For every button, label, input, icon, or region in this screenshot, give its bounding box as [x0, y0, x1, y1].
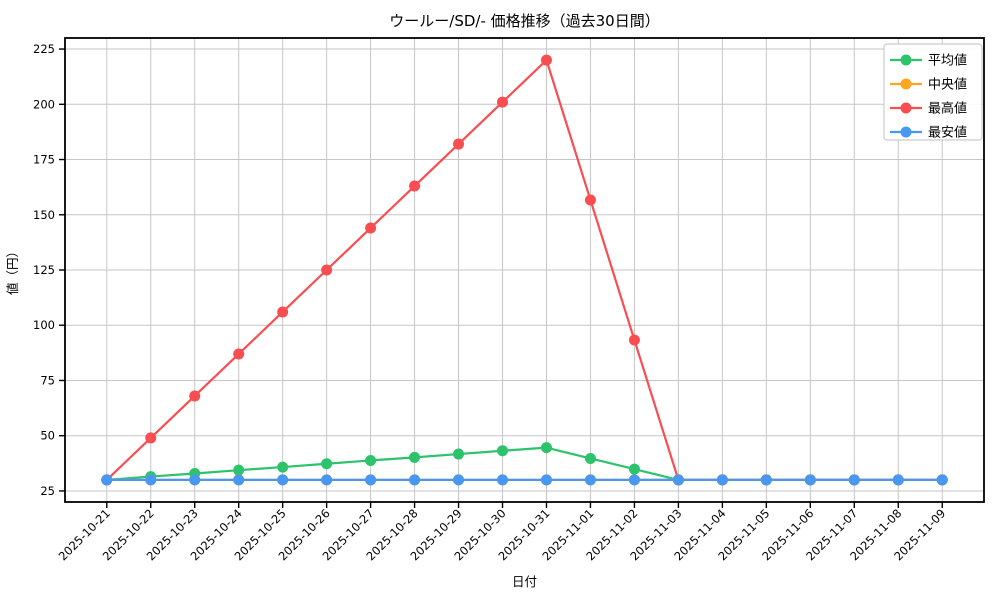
data-point-min [321, 474, 333, 486]
data-point-min [672, 474, 684, 486]
data-point-max [145, 432, 157, 444]
data-point-min [233, 474, 245, 486]
data-point-min [628, 474, 640, 486]
data-point-max [189, 390, 201, 402]
data-point-min [453, 474, 465, 486]
data-point-average [321, 458, 333, 470]
data-point-max [409, 180, 421, 192]
y-tick-label: 225 [33, 42, 55, 56]
data-point-min [716, 474, 728, 486]
y-axis: 25 50 75 100 125 150 175 200 225 [33, 42, 65, 498]
legend-label: 中央値 [928, 77, 967, 93]
series-min [101, 474, 948, 486]
legend-item-max: 最高値 [890, 101, 967, 117]
data-point-average [584, 452, 596, 464]
y-axis-label: 値（円） [5, 245, 20, 295]
y-tick-label: 175 [33, 153, 55, 167]
data-point-average [453, 448, 465, 460]
y-tick-label: 125 [33, 263, 55, 277]
legend-marker-icon [900, 126, 912, 138]
data-point-min [584, 474, 596, 486]
data-point-min [277, 474, 289, 486]
data-point-min [497, 474, 509, 486]
data-point-min [540, 474, 552, 486]
legend-marker-icon [900, 78, 912, 90]
data-point-min [804, 474, 816, 486]
data-point-min [409, 474, 421, 486]
legend-marker-icon [900, 54, 912, 66]
data-point-max [453, 138, 465, 150]
legend-box [883, 43, 983, 141]
data-point-max [540, 54, 552, 66]
data-point-max [584, 194, 596, 206]
data-point-max [277, 306, 289, 318]
y-tick-label: 25 [40, 484, 55, 498]
y-tick-label: 100 [33, 318, 55, 332]
data-point-average [628, 463, 640, 475]
data-point-min [848, 474, 860, 486]
data-point-max [233, 348, 245, 360]
data-point-min [760, 474, 772, 486]
data-point-max [321, 264, 333, 276]
data-point-min [365, 474, 377, 486]
data-point-max [628, 334, 640, 346]
y-tick-label: 150 [33, 208, 55, 222]
legend-item-average: 平均値 [890, 53, 967, 69]
data-point-average [540, 442, 552, 454]
legend-item-median: 中央値 [890, 77, 967, 93]
y-tick-label: 75 [40, 373, 55, 387]
legend-item-min: 最安値 [890, 125, 967, 141]
series-group [101, 54, 948, 486]
y-tick-label: 200 [33, 97, 55, 111]
data-point-max [365, 222, 377, 234]
data-point-average [277, 461, 289, 473]
data-point-average [233, 464, 245, 476]
y-tick-label: 50 [40, 429, 55, 443]
data-point-max [497, 96, 509, 108]
legend-label: 最安値 [928, 125, 967, 141]
data-point-min [101, 474, 113, 486]
legend-label: 最高値 [928, 101, 967, 117]
data-point-average [409, 451, 421, 463]
data-point-min [189, 474, 201, 486]
legend-marker-icon [900, 102, 912, 114]
data-point-average [497, 445, 509, 457]
x-axis-label: 日付 [512, 574, 537, 589]
data-point-min [145, 474, 157, 486]
legend-label: 平均値 [928, 53, 967, 69]
chart-title: ウールー/SD/- 価格推移（過去30日間） [389, 12, 659, 30]
data-point-average [365, 454, 377, 466]
data-point-min [936, 474, 948, 486]
data-point-min [892, 474, 904, 486]
gridlines [65, 38, 984, 502]
